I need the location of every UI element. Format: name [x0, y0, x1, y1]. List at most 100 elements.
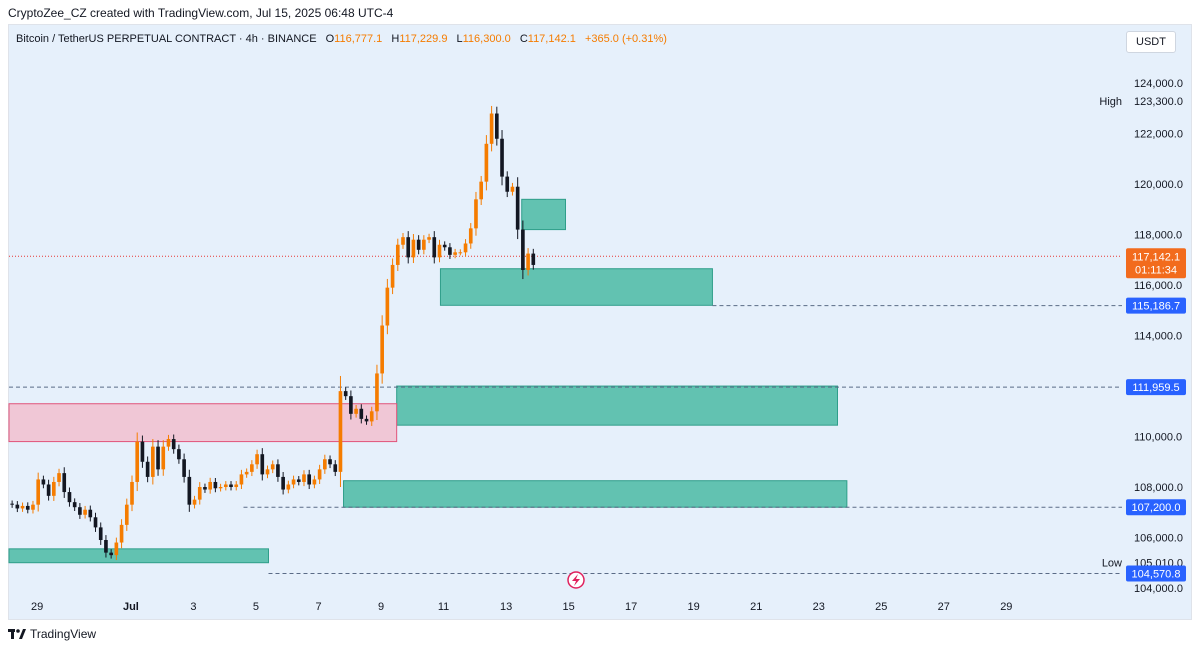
candle-69[interactable] [369, 406, 374, 426]
candle-4[interactable] [31, 500, 35, 514]
candle-26[interactable] [145, 456, 150, 483]
candle-16[interactable] [93, 512, 98, 532]
candle-88[interactable] [468, 223, 473, 249]
candle-41[interactable] [223, 481, 228, 491]
candle-63[interactable] [338, 375, 343, 488]
candle-89[interactable] [474, 191, 478, 236]
candle-98[interactable] [521, 220, 525, 280]
current-price-tag[interactable] [1126, 248, 1186, 279]
candle-79[interactable] [422, 235, 426, 255]
candle-50[interactable] [270, 460, 275, 474]
candle-76[interactable] [406, 231, 411, 264]
candle-45[interactable] [244, 468, 249, 478]
candle-32[interactable] [177, 444, 181, 464]
candle-5[interactable] [36, 472, 41, 512]
candle-3[interactable] [25, 502, 30, 514]
candle-38[interactable] [208, 477, 212, 494]
candle-68[interactable] [364, 415, 369, 425]
candle-15[interactable] [88, 505, 93, 522]
candle-36[interactable] [197, 482, 202, 505]
candle-40[interactable] [218, 483, 223, 492]
candle-47[interactable] [255, 449, 259, 469]
candle-46[interactable] [250, 460, 254, 477]
chart-frame[interactable] [8, 24, 1192, 620]
candle-78[interactable] [416, 235, 421, 255]
demand-zone-2[interactable] [396, 385, 838, 426]
candle-19[interactable] [109, 549, 113, 559]
candle-82[interactable] [437, 239, 442, 263]
candle-80[interactable] [427, 233, 431, 244]
candle-81[interactable] [432, 231, 437, 264]
candle-95[interactable] [505, 171, 510, 198]
candle-66[interactable] [354, 404, 358, 418]
candle-86[interactable] [458, 249, 463, 256]
supply-zone-3[interactable] [8, 403, 398, 443]
candle-33[interactable] [182, 453, 186, 483]
candle-77[interactable] [411, 234, 416, 264]
candle-60[interactable] [323, 454, 327, 474]
candle-87[interactable] [463, 239, 468, 257]
candle-34[interactable] [187, 469, 192, 512]
candle-57[interactable] [307, 469, 312, 490]
candle-31[interactable] [171, 434, 176, 454]
level-tag-1[interactable] [1126, 379, 1186, 396]
candle-11[interactable] [67, 487, 72, 507]
level-tag-3[interactable] [1126, 565, 1186, 582]
candle-43[interactable] [234, 481, 239, 491]
candle-51[interactable] [276, 459, 280, 482]
candle-53[interactable] [286, 480, 291, 494]
candle-71[interactable] [380, 315, 384, 384]
level-tag-0[interactable] [1126, 297, 1186, 314]
candle-61[interactable] [328, 455, 332, 469]
candle-90[interactable] [479, 175, 484, 205]
candle-13[interactable] [78, 503, 82, 519]
candle-9[interactable] [57, 468, 61, 487]
demand-zone-0[interactable] [8, 548, 269, 564]
candle-1[interactable] [15, 501, 20, 513]
candle-18[interactable] [104, 535, 108, 558]
candle-0[interactable] [10, 500, 14, 508]
currency-button[interactable]: USDT [1126, 31, 1176, 53]
candle-56[interactable] [302, 470, 306, 487]
candle-64[interactable] [343, 387, 348, 400]
candle-48[interactable] [260, 448, 265, 481]
candle-27[interactable] [151, 439, 155, 485]
candle-54[interactable] [291, 475, 296, 489]
candle-20[interactable] [114, 537, 119, 561]
candle-59[interactable] [317, 464, 322, 484]
candle-37[interactable] [203, 483, 207, 493]
candle-52[interactable] [281, 471, 285, 495]
candle-7[interactable] [46, 479, 51, 501]
candle-65[interactable] [349, 390, 353, 420]
demand-zone-5[interactable] [521, 198, 567, 231]
level-tag-2[interactable] [1126, 499, 1186, 516]
candle-25[interactable] [140, 435, 145, 468]
candle-70[interactable] [375, 364, 379, 421]
candle-91[interactable] [484, 135, 489, 191]
candle-17[interactable] [98, 522, 103, 545]
event-flash-icon[interactable] [567, 571, 585, 589]
candle-75[interactable] [401, 233, 405, 249]
candle-28[interactable] [156, 440, 160, 476]
candle-6[interactable] [41, 475, 46, 489]
candle-100[interactable] [531, 248, 536, 270]
candle-97[interactable] [515, 177, 520, 240]
candle-49[interactable] [265, 465, 270, 479]
demand-zone-4[interactable] [439, 268, 713, 306]
candle-42[interactable] [229, 481, 233, 491]
candle-84[interactable] [448, 243, 452, 260]
candle-44[interactable] [239, 469, 244, 490]
candle-92[interactable] [489, 105, 494, 152]
candle-39[interactable] [213, 477, 218, 493]
candle-21[interactable] [119, 519, 124, 549]
candle-22[interactable] [124, 498, 129, 531]
candle-85[interactable] [453, 248, 457, 259]
candle-73[interactable] [390, 258, 395, 295]
candle-35[interactable] [192, 495, 197, 509]
candle-55[interactable] [296, 476, 301, 486]
candle-93[interactable] [494, 106, 499, 146]
candle-23[interactable] [130, 475, 134, 512]
candle-94[interactable] [500, 130, 504, 186]
candle-30[interactable] [166, 434, 171, 451]
